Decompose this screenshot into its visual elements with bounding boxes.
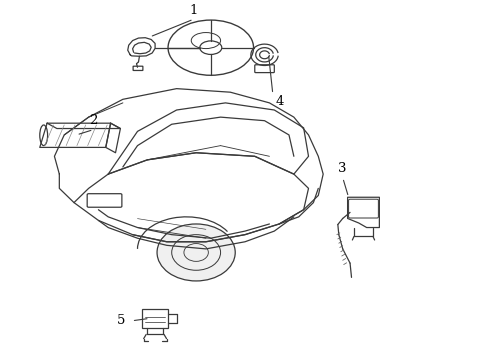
Text: 2: 2 bbox=[89, 114, 98, 127]
Text: 3: 3 bbox=[339, 162, 347, 175]
Text: 4: 4 bbox=[276, 95, 284, 108]
Ellipse shape bbox=[157, 224, 235, 281]
Text: 1: 1 bbox=[190, 4, 198, 17]
Text: 5: 5 bbox=[117, 314, 125, 327]
